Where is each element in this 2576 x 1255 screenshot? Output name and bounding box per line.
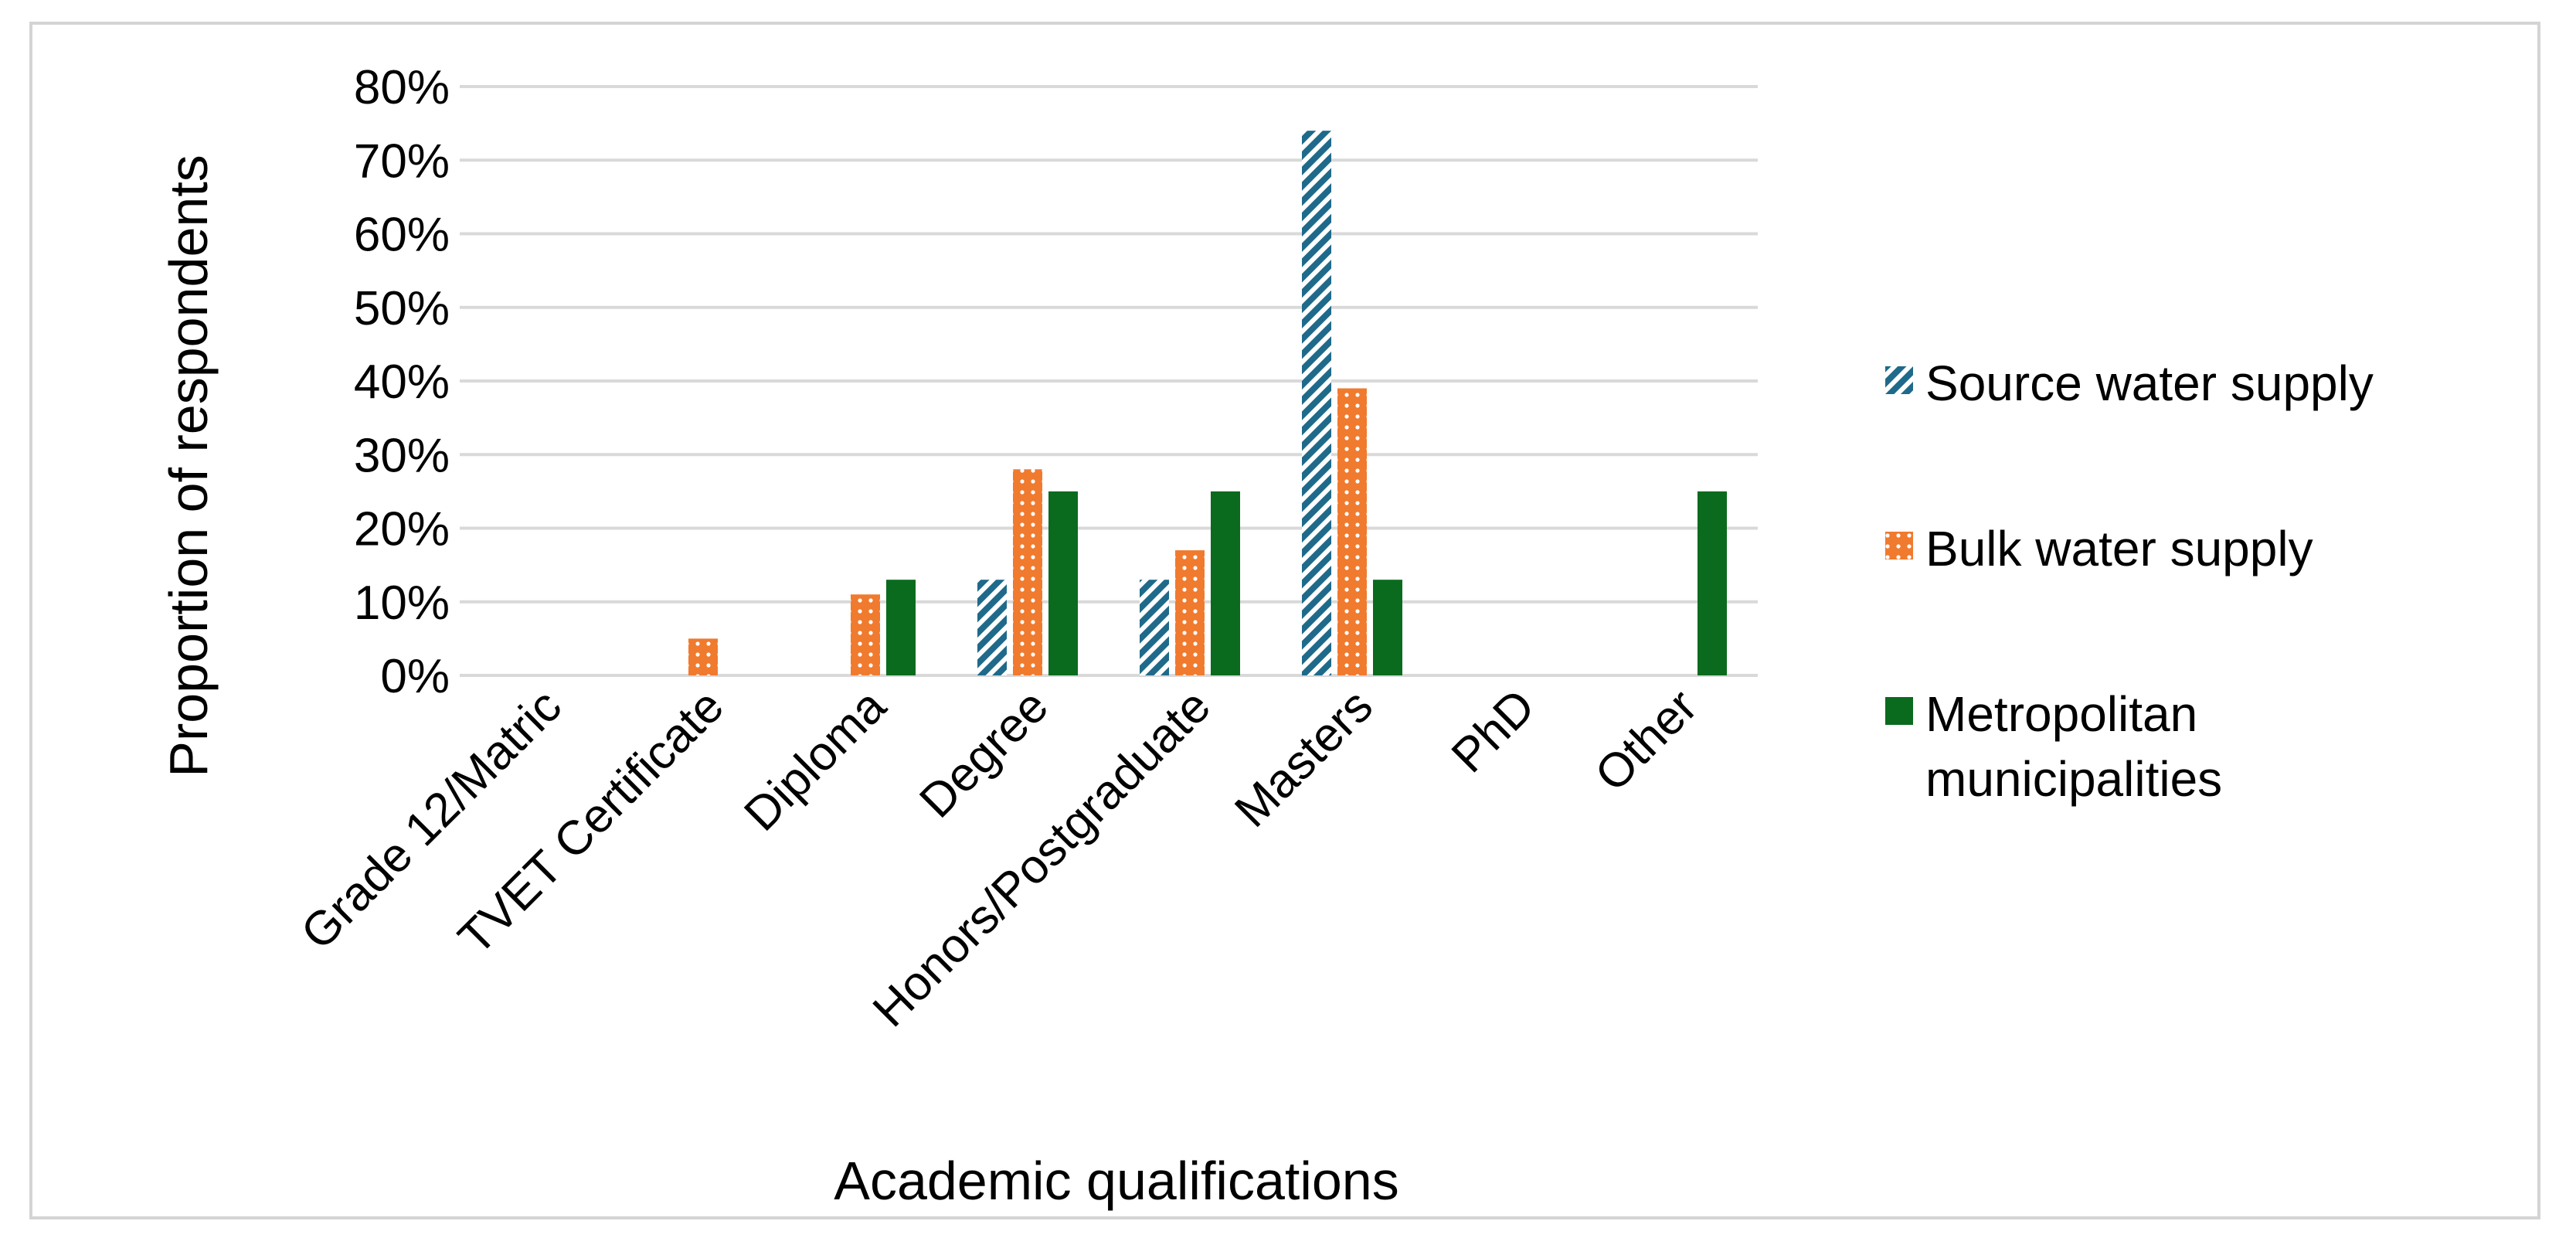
x-axis-title: Academic qualifications (834, 1151, 1398, 1211)
y-tick-label: 30% (354, 429, 450, 482)
bar (1048, 491, 1078, 675)
bar (1211, 491, 1240, 675)
legend-swatch (1885, 697, 1913, 725)
bar (1698, 491, 1727, 675)
bar (886, 580, 916, 675)
bars (688, 131, 1727, 675)
legend-swatch (1885, 532, 1913, 559)
bar (1337, 388, 1367, 675)
bar (1140, 580, 1169, 675)
bar (688, 638, 718, 675)
gridlines (460, 85, 1758, 677)
y-tick-label: 70% (354, 134, 450, 188)
legend-label: Source water supply (1925, 355, 2374, 411)
y-tick-label: 80% (354, 61, 450, 114)
bar (1175, 550, 1205, 675)
y-tick-label: 40% (354, 355, 450, 409)
x-tick-label: Masters (1225, 679, 1383, 838)
bar (977, 580, 1007, 675)
y-tick-label: 0% (380, 650, 450, 703)
y-axis-title: Proportion of respondents (158, 155, 219, 777)
y-tick-label: 50% (354, 282, 450, 335)
y-tick-label: 10% (354, 576, 450, 630)
bar (851, 594, 880, 675)
legend-label: Bulk water supply (1925, 521, 2313, 576)
y-axis-ticks: 0% 10% 20% 30% 40% 50% 60% 70% 80% (354, 61, 450, 703)
chart-frame (29, 22, 2540, 1219)
bar (1373, 580, 1402, 675)
x-tick-label: Diploma (734, 679, 896, 842)
x-tick-label: PhD (1442, 679, 1545, 783)
y-tick-label: 60% (354, 209, 450, 262)
y-tick-label: 20% (354, 503, 450, 556)
legend-label: Metropolitan municipalities (1925, 686, 2222, 807)
x-tick-label: Degree (909, 679, 1059, 828)
legend-swatch (1885, 366, 1913, 394)
bar (1013, 469, 1042, 675)
bar (1302, 131, 1331, 675)
x-tick-label: Other (1585, 679, 1707, 801)
legend: Source water supply Bulk water supply Metr… (1885, 355, 2374, 807)
